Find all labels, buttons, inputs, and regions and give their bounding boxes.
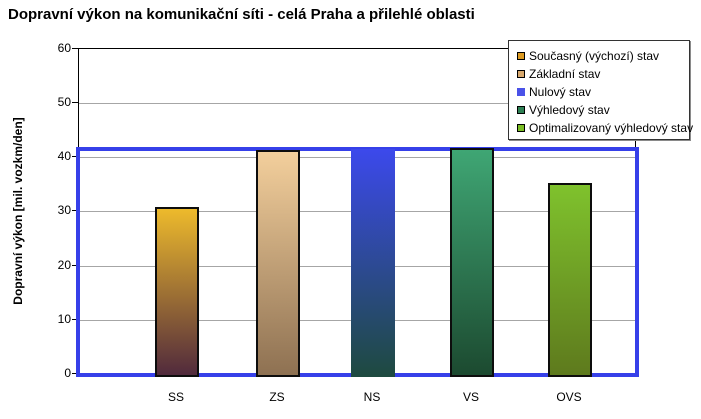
y-tick-mark — [72, 373, 78, 374]
legend-label: Výhledový stav — [529, 103, 610, 117]
y-tick-mark — [72, 102, 78, 103]
bar-ss — [155, 206, 199, 377]
y-tick-label-40: 40 — [57, 149, 71, 163]
legend-key-square-icon — [517, 88, 525, 96]
y-tick-mark — [72, 319, 78, 320]
legend-item-zakladni-stav: Základní stav — [517, 65, 685, 83]
chart-title: Dopravní výkon na komunikační síti - cel… — [8, 6, 475, 23]
legend-label: Současný (výchozí) stav — [529, 49, 660, 63]
legend: Současný (výchozí) stav Základní stav Nu… — [508, 40, 693, 140]
x-axis-label-vs: VS — [462, 390, 479, 404]
y-tick-label-0: 0 — [64, 366, 71, 380]
bar-vs — [450, 147, 494, 377]
y-tick-label-50: 50 — [57, 95, 71, 109]
legend-item-vyhledovy-stav: Výhledový stav — [517, 101, 685, 119]
legend-item-optimalizovany-stav: Optimalizovaný výhledový stav — [517, 119, 693, 137]
legend-key-square-icon — [517, 70, 525, 78]
legend-key-square-icon — [517, 52, 525, 60]
legend-item-soucasny-stav: Současný (výchozí) stav — [517, 47, 685, 65]
x-axis-label-ns: NS — [363, 390, 381, 404]
gridline-50 — [79, 103, 635, 104]
y-tick-label-20: 20 — [57, 258, 71, 272]
y-tick-mark — [72, 156, 78, 157]
legend-key-square-icon — [517, 124, 525, 132]
legend-item-nulovy-stav: Nulový stav — [517, 83, 685, 101]
bar-ovs — [548, 183, 592, 377]
x-axis-label-ovs: OVS — [556, 390, 582, 404]
legend-label: Optimalizovaný výhledový stav — [529, 121, 694, 135]
legend-label: Nulový stav — [529, 85, 592, 99]
y-axis-title: Dopravní výkon [mil. vozkm/den] — [11, 117, 25, 305]
x-axis-label-ss: SS — [167, 390, 184, 404]
bar-ns — [351, 148, 395, 377]
x-axis-label-zs: ZS — [269, 390, 285, 404]
bar-zs — [256, 150, 300, 377]
y-tick-label-30: 30 — [57, 203, 71, 217]
legend-label: Základní stav — [529, 67, 601, 81]
y-tick-mark — [72, 210, 78, 211]
y-tick-mark — [72, 48, 78, 49]
y-tick-label-60: 60 — [57, 41, 71, 55]
y-tick-mark — [72, 265, 78, 266]
y-tick-label-10: 10 — [57, 312, 71, 326]
legend-key-square-icon — [517, 106, 525, 114]
